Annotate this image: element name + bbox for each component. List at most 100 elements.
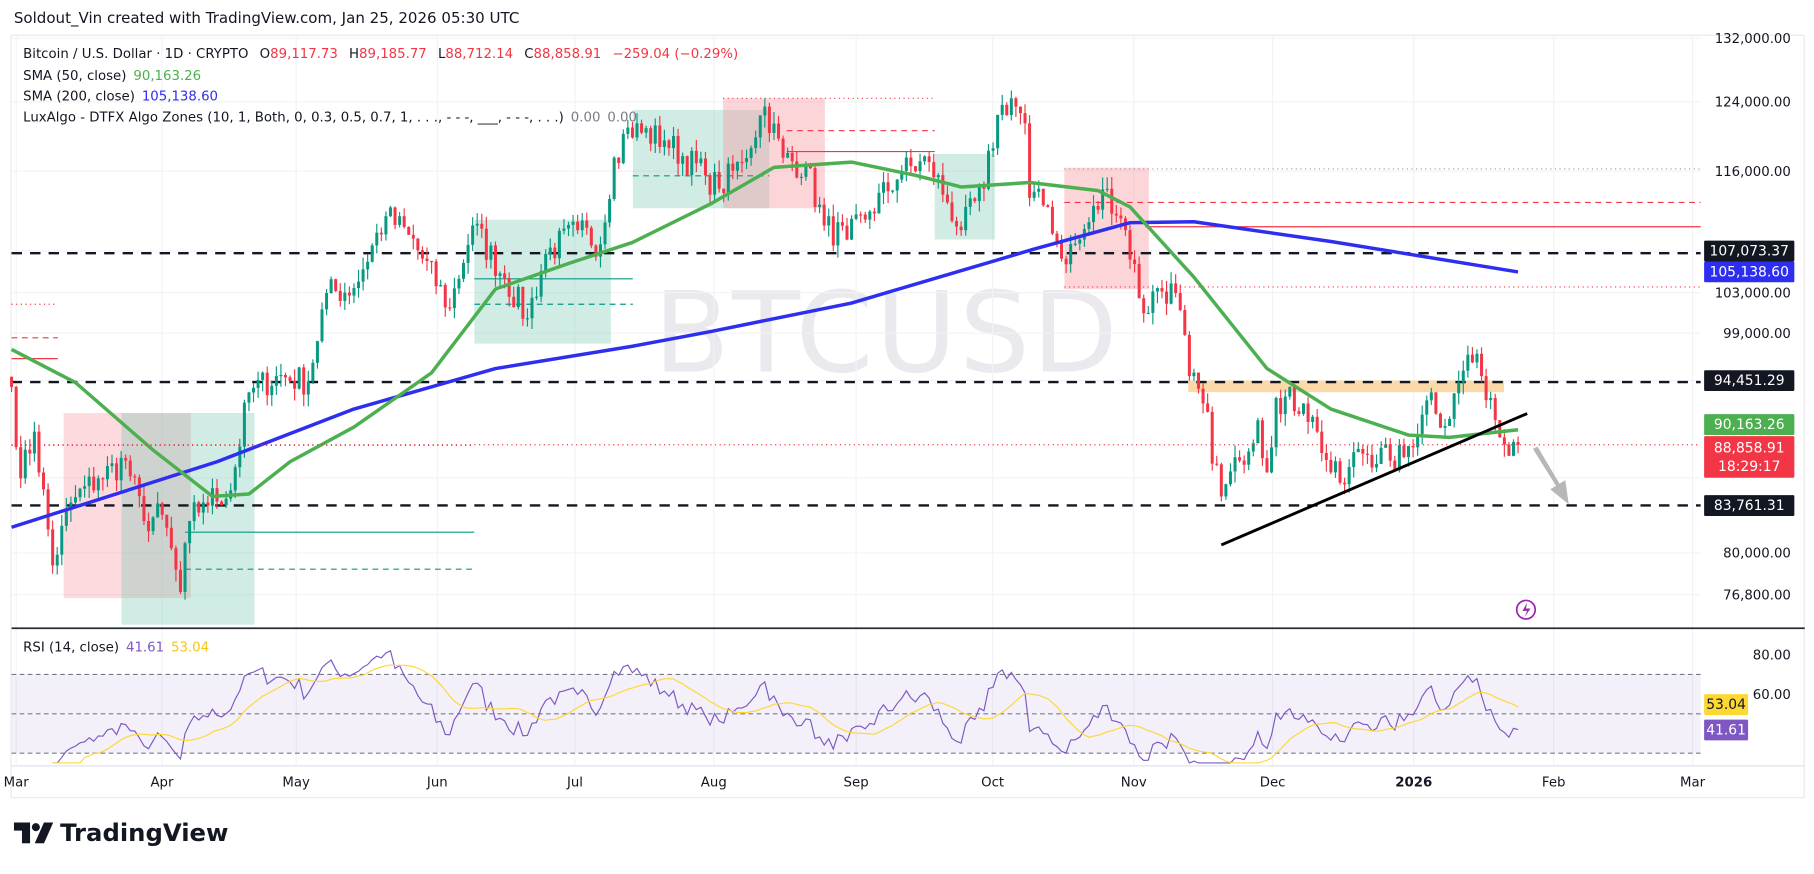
price-axis-label: 76,800.00 — [1723, 586, 1791, 603]
candle-body — [576, 221, 580, 231]
legend-luxalgo-row[interactable]: LuxAlgo - DTFX Algo Zones (10, 1, Both, … — [23, 109, 644, 125]
candle-body — [1375, 463, 1379, 468]
candle-body — [845, 225, 849, 240]
candle-body — [393, 207, 397, 225]
candle-body — [1279, 397, 1283, 415]
candle-body — [585, 220, 589, 228]
candle-body — [745, 157, 749, 163]
candle-body — [265, 372, 269, 396]
candle-body — [653, 125, 657, 144]
level-tag-mid: 94,451.29 — [1704, 370, 1795, 392]
candle-body — [274, 376, 278, 386]
candle-body — [439, 284, 443, 287]
candle-body — [598, 244, 602, 257]
candle-body — [1489, 397, 1493, 401]
candle-body — [1484, 376, 1488, 401]
candle-body — [1434, 392, 1438, 414]
candle-body — [813, 168, 817, 208]
candle-body — [740, 161, 744, 164]
candle-body — [1087, 222, 1091, 230]
candle-body — [1073, 243, 1077, 245]
candle-body — [471, 225, 475, 245]
candle-body — [220, 501, 224, 506]
chart-frame — [10, 34, 1805, 799]
legend-sma200-row[interactable]: SMA (200, close) 105,138.60 — [23, 88, 225, 104]
time-axis-label: May — [282, 773, 310, 791]
candle-body — [311, 362, 315, 382]
candle-body — [1361, 448, 1365, 454]
candle-body — [379, 232, 383, 235]
candle-body — [279, 374, 283, 377]
candle-body — [872, 211, 876, 214]
candle-body — [46, 489, 50, 530]
candle-body — [293, 380, 297, 389]
candle-body — [640, 123, 644, 133]
candle-body — [1498, 420, 1502, 438]
candle-body — [1343, 482, 1347, 485]
legend-rsi-row[interactable]: RSI (14, close) 41.61 53.04 — [23, 639, 216, 655]
rsi-tag: 41.61 — [1704, 719, 1749, 741]
tradingview-logo[interactable]: TradingView — [13, 819, 229, 847]
candle-body — [329, 279, 333, 294]
candle-body — [1301, 403, 1306, 414]
candle-body — [147, 521, 151, 532]
candle-body — [1005, 104, 1009, 116]
candle-body — [1270, 447, 1274, 473]
price-axis-label: 103,000.00 — [1714, 284, 1791, 301]
candle-body — [772, 123, 776, 134]
candle-body — [361, 269, 365, 282]
price-axis-label: 132,000.00 — [1714, 30, 1791, 47]
candle-body — [567, 224, 571, 229]
brand-name: TradingView — [60, 819, 229, 847]
candle-body — [1028, 123, 1032, 198]
candle-body — [256, 379, 260, 388]
candle-body — [977, 185, 981, 202]
candle-body — [1233, 457, 1237, 472]
candle-body — [904, 157, 908, 171]
candle-body — [19, 447, 23, 479]
candle-body — [1388, 444, 1392, 461]
candle-body — [37, 431, 41, 473]
candle-body — [667, 140, 671, 149]
candle-body — [1288, 387, 1292, 397]
candle-body — [1251, 443, 1255, 452]
candle-body — [676, 135, 680, 164]
candle-body — [124, 457, 128, 461]
luxalgo-value-2: 0.00 — [607, 108, 637, 125]
candle-body — [357, 281, 361, 289]
candle-body — [443, 284, 447, 308]
low-value: 88,712.14 — [445, 45, 514, 62]
candle-body — [1507, 444, 1511, 456]
candle-body — [1406, 446, 1411, 458]
candle-body — [1165, 291, 1169, 304]
candle-body — [92, 476, 96, 491]
candle-body — [913, 166, 917, 172]
candle-body — [338, 290, 342, 301]
high-value: 89,185.77 — [359, 45, 427, 62]
candle-body — [73, 497, 77, 503]
price-axis-label: 99,000.00 — [1723, 325, 1791, 342]
time-axis-label: Oct — [981, 773, 1005, 791]
candle-body — [1037, 188, 1041, 192]
candle-body — [630, 127, 634, 138]
candle-body — [302, 367, 306, 395]
candle-body — [621, 133, 625, 164]
candle-body — [178, 569, 182, 592]
candle-body — [1324, 452, 1328, 460]
symbol-name[interactable]: Bitcoin / U.S. Dollar · 1D · CRYPTO — [23, 45, 249, 62]
time-axis-label: Jul — [566, 773, 584, 791]
legend-sma50-row[interactable]: SMA (50, close) 90,163.26 — [23, 67, 208, 83]
candle-body — [1046, 205, 1050, 207]
candle-body — [854, 214, 858, 219]
candle-body — [1365, 453, 1369, 455]
candle-body — [320, 309, 324, 342]
luxalgo-label: LuxAlgo - DTFX Algo Zones (10, 1, Both, … — [23, 108, 564, 125]
time-axis-label: Mar — [3, 773, 29, 791]
high-label: H — [349, 45, 360, 62]
candle-body — [1133, 259, 1137, 264]
bar-countdown: 18:29:17 — [1718, 458, 1781, 475]
candle-body — [1069, 244, 1073, 265]
candle-body — [580, 220, 584, 231]
